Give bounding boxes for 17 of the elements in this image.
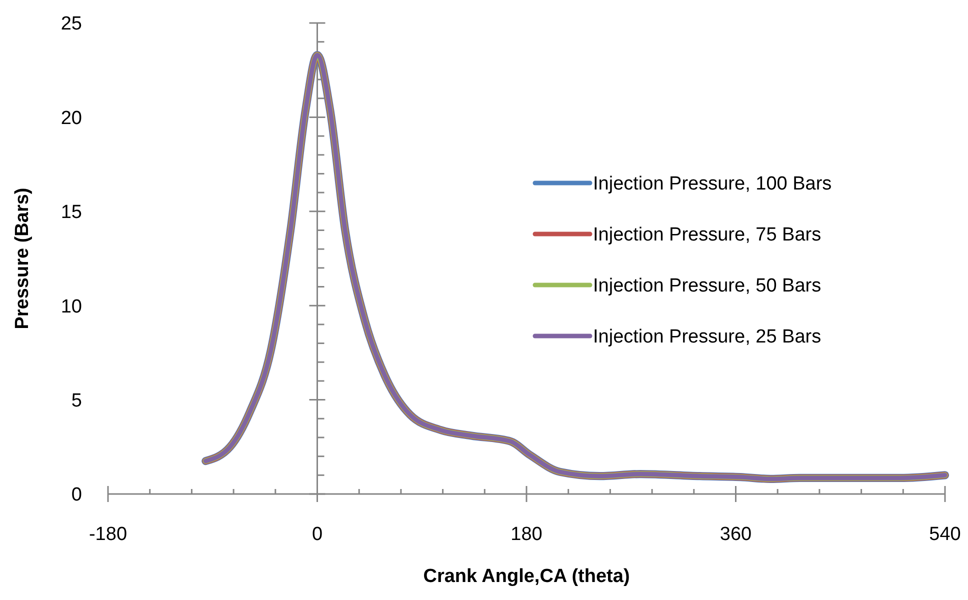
legend-label: Injection Pressure, 25 Bars	[593, 326, 822, 348]
y-tick-label: 0	[71, 484, 82, 506]
y-tick-label: 15	[60, 202, 82, 224]
y-tick-label: 20	[60, 108, 82, 129]
y-tick-label: 10	[60, 296, 82, 318]
x-tick-label: 540	[929, 524, 961, 545]
y-tick-label: 5	[71, 390, 82, 412]
legend-label: Injection Pressure, 50 Bars	[593, 276, 822, 297]
y-tick-label: 25	[60, 14, 82, 35]
x-tick-label: 0	[312, 524, 323, 545]
x-axis-title: Crank Angle,CA (theta)	[423, 566, 630, 587]
x-tick-label: -180	[88, 524, 128, 545]
y-axis-title: Pressure (Bars)	[12, 188, 33, 330]
legend-label: Injection Pressure, 100 Bars	[593, 174, 832, 195]
x-tick-label: 360	[720, 524, 752, 545]
x-tick-label: 180	[510, 524, 542, 545]
legend-label: Injection Pressure, 75 Bars	[593, 224, 822, 246]
